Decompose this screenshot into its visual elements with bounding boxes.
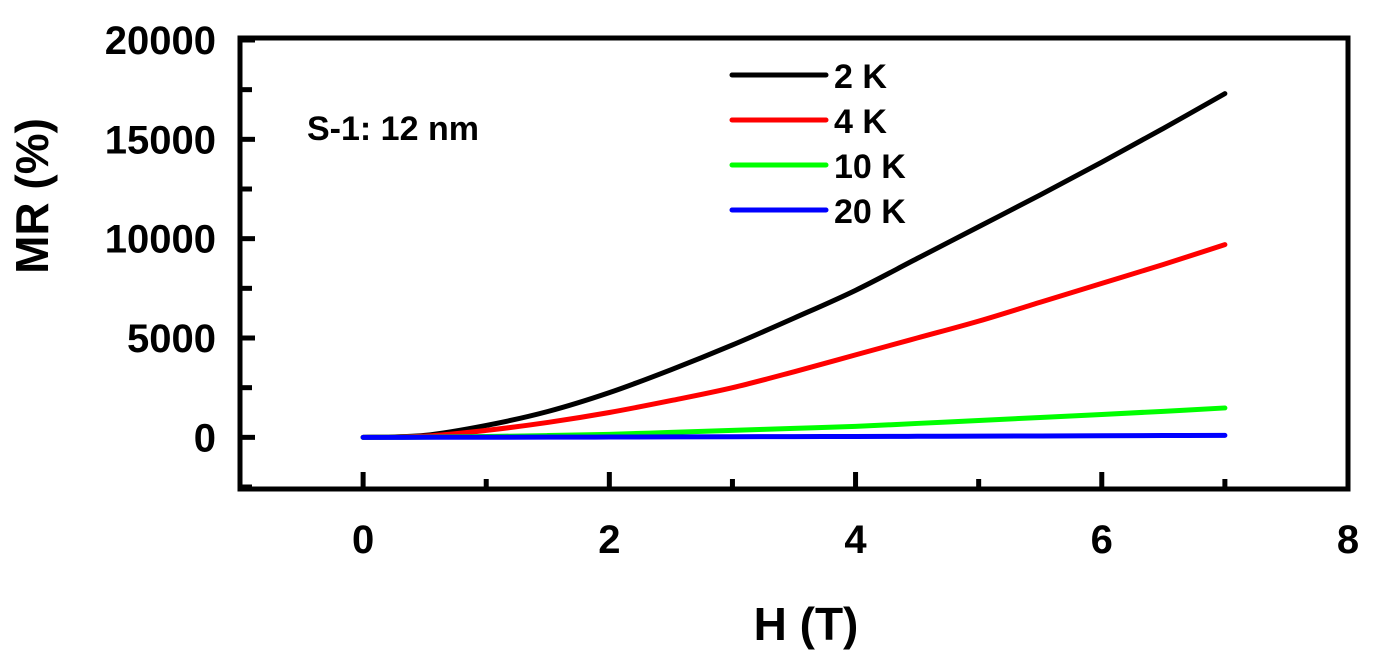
series-line-4k (360, 242, 1228, 440)
legend-label: 2 K (834, 58, 887, 96)
x-tick-label: 6 (1091, 518, 1113, 562)
legend: 2 K 4 K 10 K 20 K (729, 58, 906, 231)
legend-label: 10 K (834, 148, 906, 186)
x-axis-label: H (T) (754, 598, 859, 650)
annotation-sample: S-1: 12 nm (307, 110, 479, 148)
y-tick-label: 20000 (105, 19, 216, 63)
plot-frame (237, 35, 1351, 492)
axis-ticks: 0 2 4 6 8 0 5000 10000 15000 20000 (105, 19, 1359, 562)
y-tick-label: 0 (194, 416, 216, 460)
y-tick-label: 10000 (105, 218, 216, 262)
x-tick-label: 4 (844, 518, 867, 562)
data-curves (360, 91, 1228, 440)
x-tick-label: 2 (598, 518, 620, 562)
series-line-2k (360, 91, 1228, 440)
legend-label: 20 K (834, 193, 906, 231)
series-line-20k (360, 432, 1228, 440)
y-axis-label: MR (%) (6, 118, 58, 274)
y-tick-label: 5000 (127, 317, 216, 361)
x-tick-label: 0 (352, 518, 374, 562)
x-tick-label: 8 (1337, 518, 1359, 562)
y-tick-label: 15000 (105, 118, 216, 162)
legend-label: 4 K (834, 103, 887, 141)
